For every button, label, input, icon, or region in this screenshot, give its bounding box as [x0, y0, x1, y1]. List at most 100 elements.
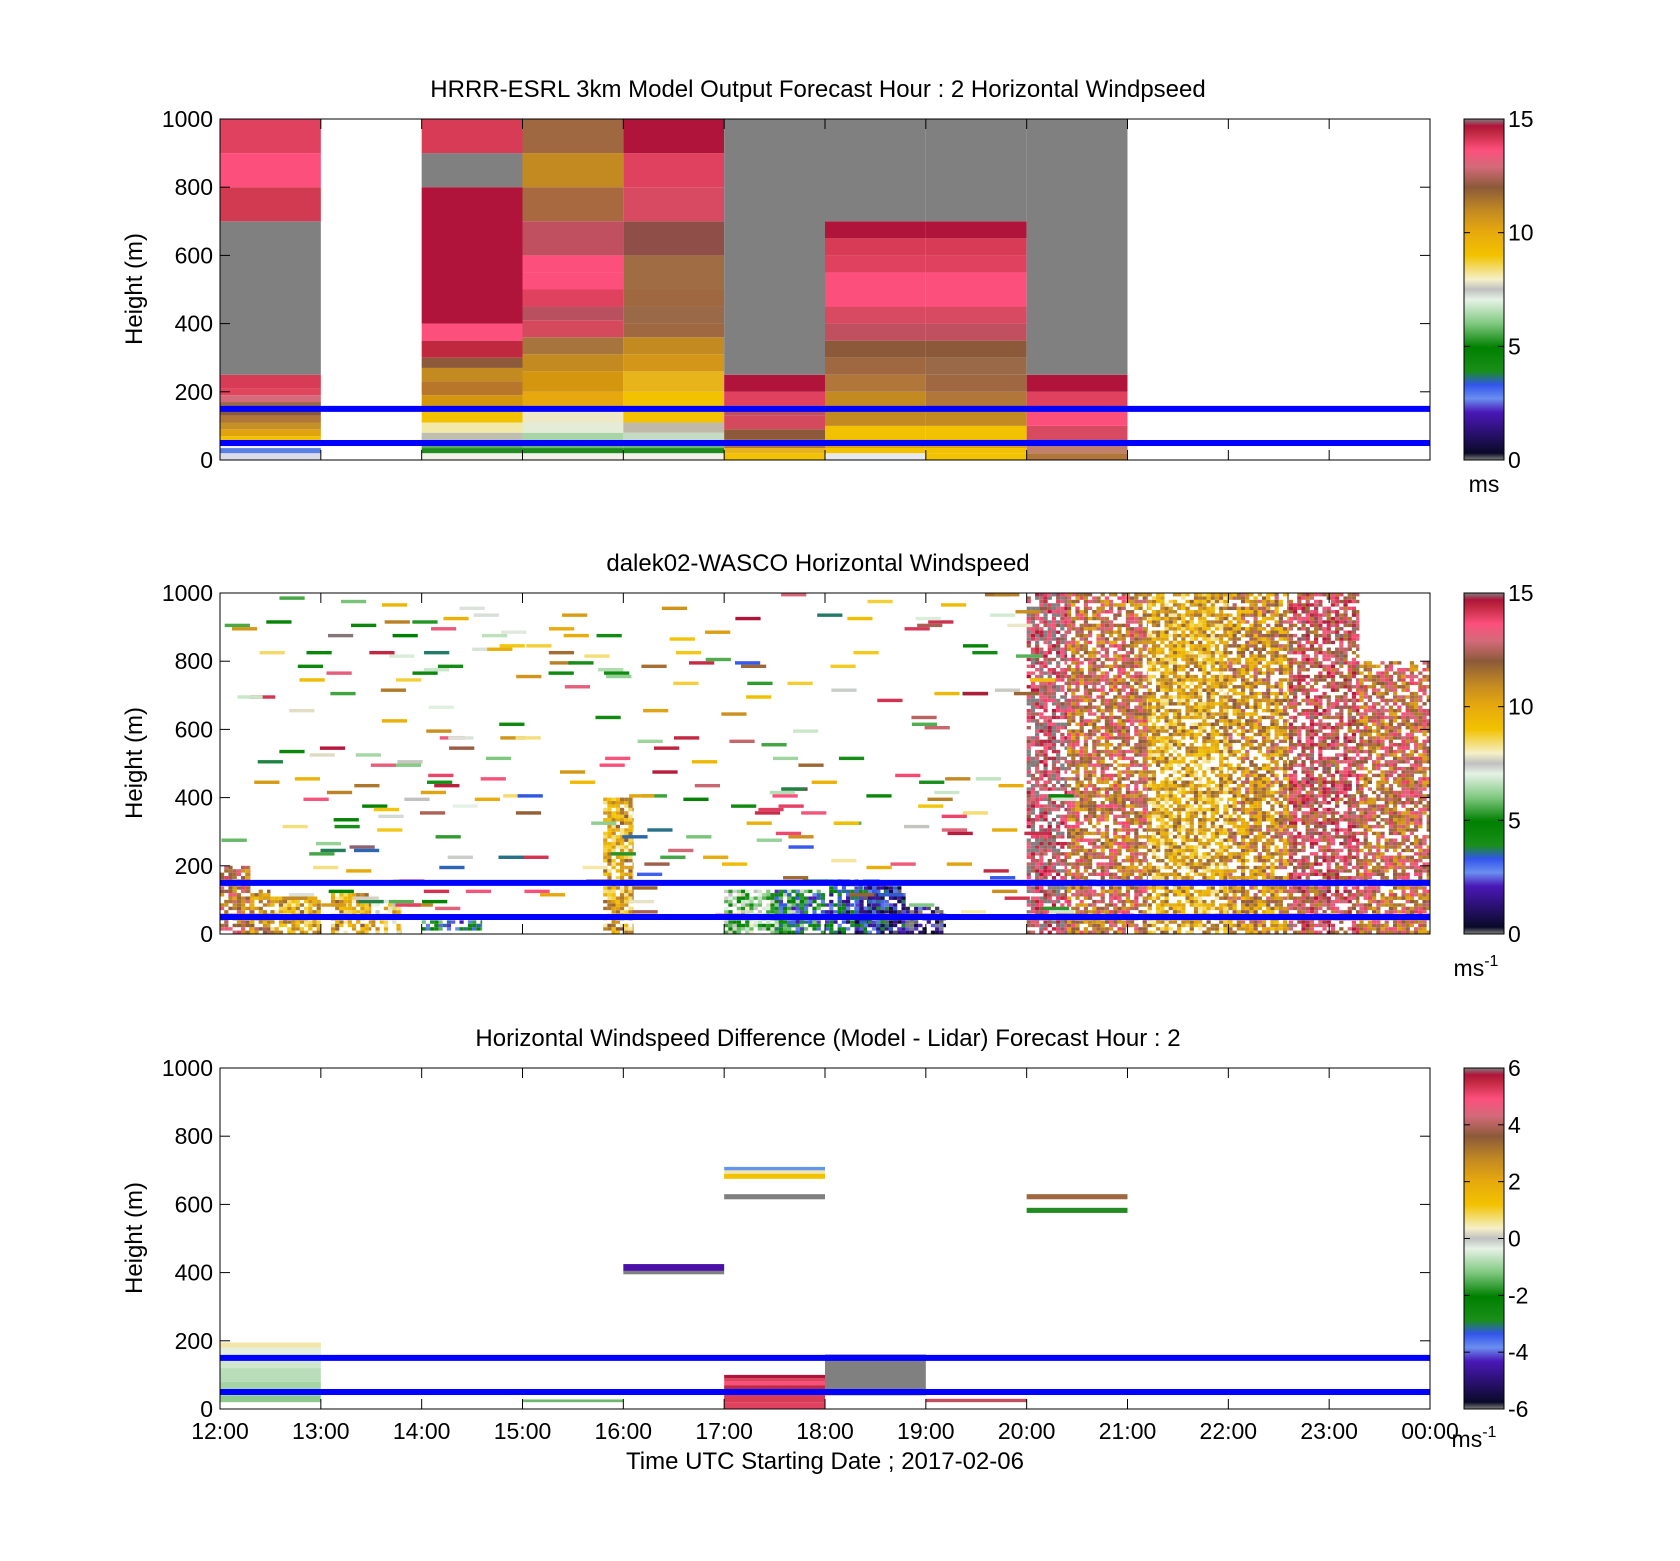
- heatmap-cell: [1083, 773, 1089, 778]
- heatmap-cell: [1156, 756, 1161, 761]
- heatmap-cell: [1030, 818, 1036, 822]
- heatmap-cell: [1030, 923, 1036, 928]
- heatmap-cell: [1202, 722, 1207, 726]
- heatmap-cell: [1096, 790, 1101, 795]
- heatmap-cell: [1026, 841, 1031, 846]
- heatmap-cell: [1071, 674, 1076, 679]
- heatmap-cell: [1079, 623, 1084, 628]
- heatmap-cell: [1096, 794, 1101, 798]
- heatmap-cell: [283, 910, 288, 914]
- heatmap-cell: [1092, 729, 1097, 733]
- heatmap-cell: [935, 930, 940, 934]
- heatmap-cell: [1043, 698, 1048, 703]
- heatmap-cell: [1202, 899, 1207, 904]
- heatmap-cell: [1067, 681, 1072, 686]
- heatmap-cell: [1113, 848, 1118, 853]
- heatmap-cell: [1067, 715, 1072, 720]
- heatmap-cell: [335, 930, 340, 934]
- heatmap-cell: [1109, 876, 1114, 880]
- heatmap-cell: [1039, 596, 1044, 600]
- heatmap-cell: [1121, 661, 1126, 665]
- heatmap-cell: [1160, 787, 1165, 791]
- heatmap-cell: [1206, 807, 1211, 812]
- heatmap-cell: [1193, 801, 1199, 805]
- heatmap-cell: [1047, 899, 1052, 904]
- heatmap-cell: [1210, 835, 1215, 839]
- heatmap-cell: [1104, 746, 1110, 750]
- heatmap-cell: [1067, 603, 1072, 607]
- heatmap-cell: [1164, 695, 1169, 699]
- heatmap-cell: [1083, 801, 1089, 805]
- heatmap-cell: [1160, 903, 1165, 907]
- heatmap-cell: [291, 903, 296, 907]
- heatmap-cell: [1109, 804, 1114, 808]
- heatmap-cell: [1181, 729, 1186, 733]
- heatmap-cell: [1134, 633, 1139, 638]
- heatmap-cell: [1079, 831, 1084, 836]
- heatmap-cell: [816, 920, 821, 924]
- heatmap-cell: [1026, 446, 1128, 454]
- heatmap-cell: [1151, 889, 1157, 894]
- heatmap-cell: [1079, 920, 1084, 924]
- heatmap-cell: [1134, 681, 1139, 686]
- heatmap-cell: [1181, 903, 1186, 907]
- heatmap-cell: [1079, 637, 1084, 641]
- heatmap-cell: [787, 923, 792, 928]
- heatmap-cell: [1147, 712, 1152, 716]
- heatmap-cell: [888, 910, 894, 914]
- heatmap-cell: [1047, 886, 1052, 890]
- heatmap-cell: [1138, 876, 1143, 880]
- heatmap-cell: [1047, 801, 1052, 805]
- heatmap-cell: [888, 906, 894, 911]
- heatmap-cell: [236, 923, 242, 928]
- heatmap-cell: [1056, 855, 1061, 859]
- heatmap-cell: [930, 910, 936, 914]
- heatmap-cell: [745, 927, 750, 931]
- heatmap-cell: [1193, 763, 1199, 767]
- heatmap-cell: [1104, 794, 1110, 798]
- heatmap-cell: [1056, 593, 1061, 597]
- heatmap-cell: [1047, 865, 1052, 870]
- heatmap-cell: [1160, 596, 1165, 600]
- heatmap-cell: [1198, 756, 1203, 761]
- heatmap-cell: [1060, 722, 1065, 726]
- heatmap-cell: [1047, 637, 1052, 641]
- heatmap-cell: [1113, 896, 1118, 900]
- heatmap-cell: [624, 923, 629, 928]
- heatmap-cell: [1039, 610, 1044, 614]
- heatmap-cell: [1030, 623, 1036, 628]
- heatmap-cell: [232, 869, 237, 873]
- heatmap-cell: [1104, 903, 1110, 907]
- heatmap-cell: [224, 903, 229, 907]
- heatmap-cell: [1125, 777, 1131, 781]
- heatmap-cell: [1142, 719, 1147, 723]
- heatmap-cell: [1043, 613, 1048, 617]
- heatmap-cell: [1121, 640, 1126, 645]
- heatmap-cell: [1096, 920, 1101, 924]
- heatmap-cell: [1210, 630, 1215, 634]
- heatmap-cell: [628, 818, 633, 822]
- heatmap-cell: [787, 889, 792, 894]
- heatmap-cell: [1092, 923, 1097, 928]
- heatmap-cell: [1202, 910, 1207, 914]
- heatmap-cell: [1064, 644, 1067, 648]
- heatmap-cell: [1079, 855, 1084, 859]
- heatmap-cell: [1030, 862, 1036, 866]
- heatmap-cell: [1043, 596, 1048, 600]
- heatmap-cell: [1146, 927, 1148, 931]
- heatmap-cell: [1147, 698, 1152, 703]
- heatmap-cell: [1056, 807, 1061, 812]
- heatmap-cell: [1075, 702, 1080, 706]
- heatmap-cell: [1030, 920, 1036, 924]
- heatmap-cell: [1198, 862, 1203, 866]
- heatmap-cell: [1039, 688, 1044, 692]
- heatmap-cell: [1189, 896, 1194, 900]
- heatmap-cell: [757, 920, 762, 924]
- heatmap-cell: [1121, 637, 1126, 641]
- heatmap-cell: [1039, 838, 1044, 842]
- heatmap-cell: [287, 906, 292, 911]
- heatmap-cell: [1177, 722, 1182, 726]
- heatmap-cell: [1060, 862, 1065, 866]
- heatmap-cell: [1164, 722, 1169, 726]
- heatmap-cell: [1202, 678, 1207, 682]
